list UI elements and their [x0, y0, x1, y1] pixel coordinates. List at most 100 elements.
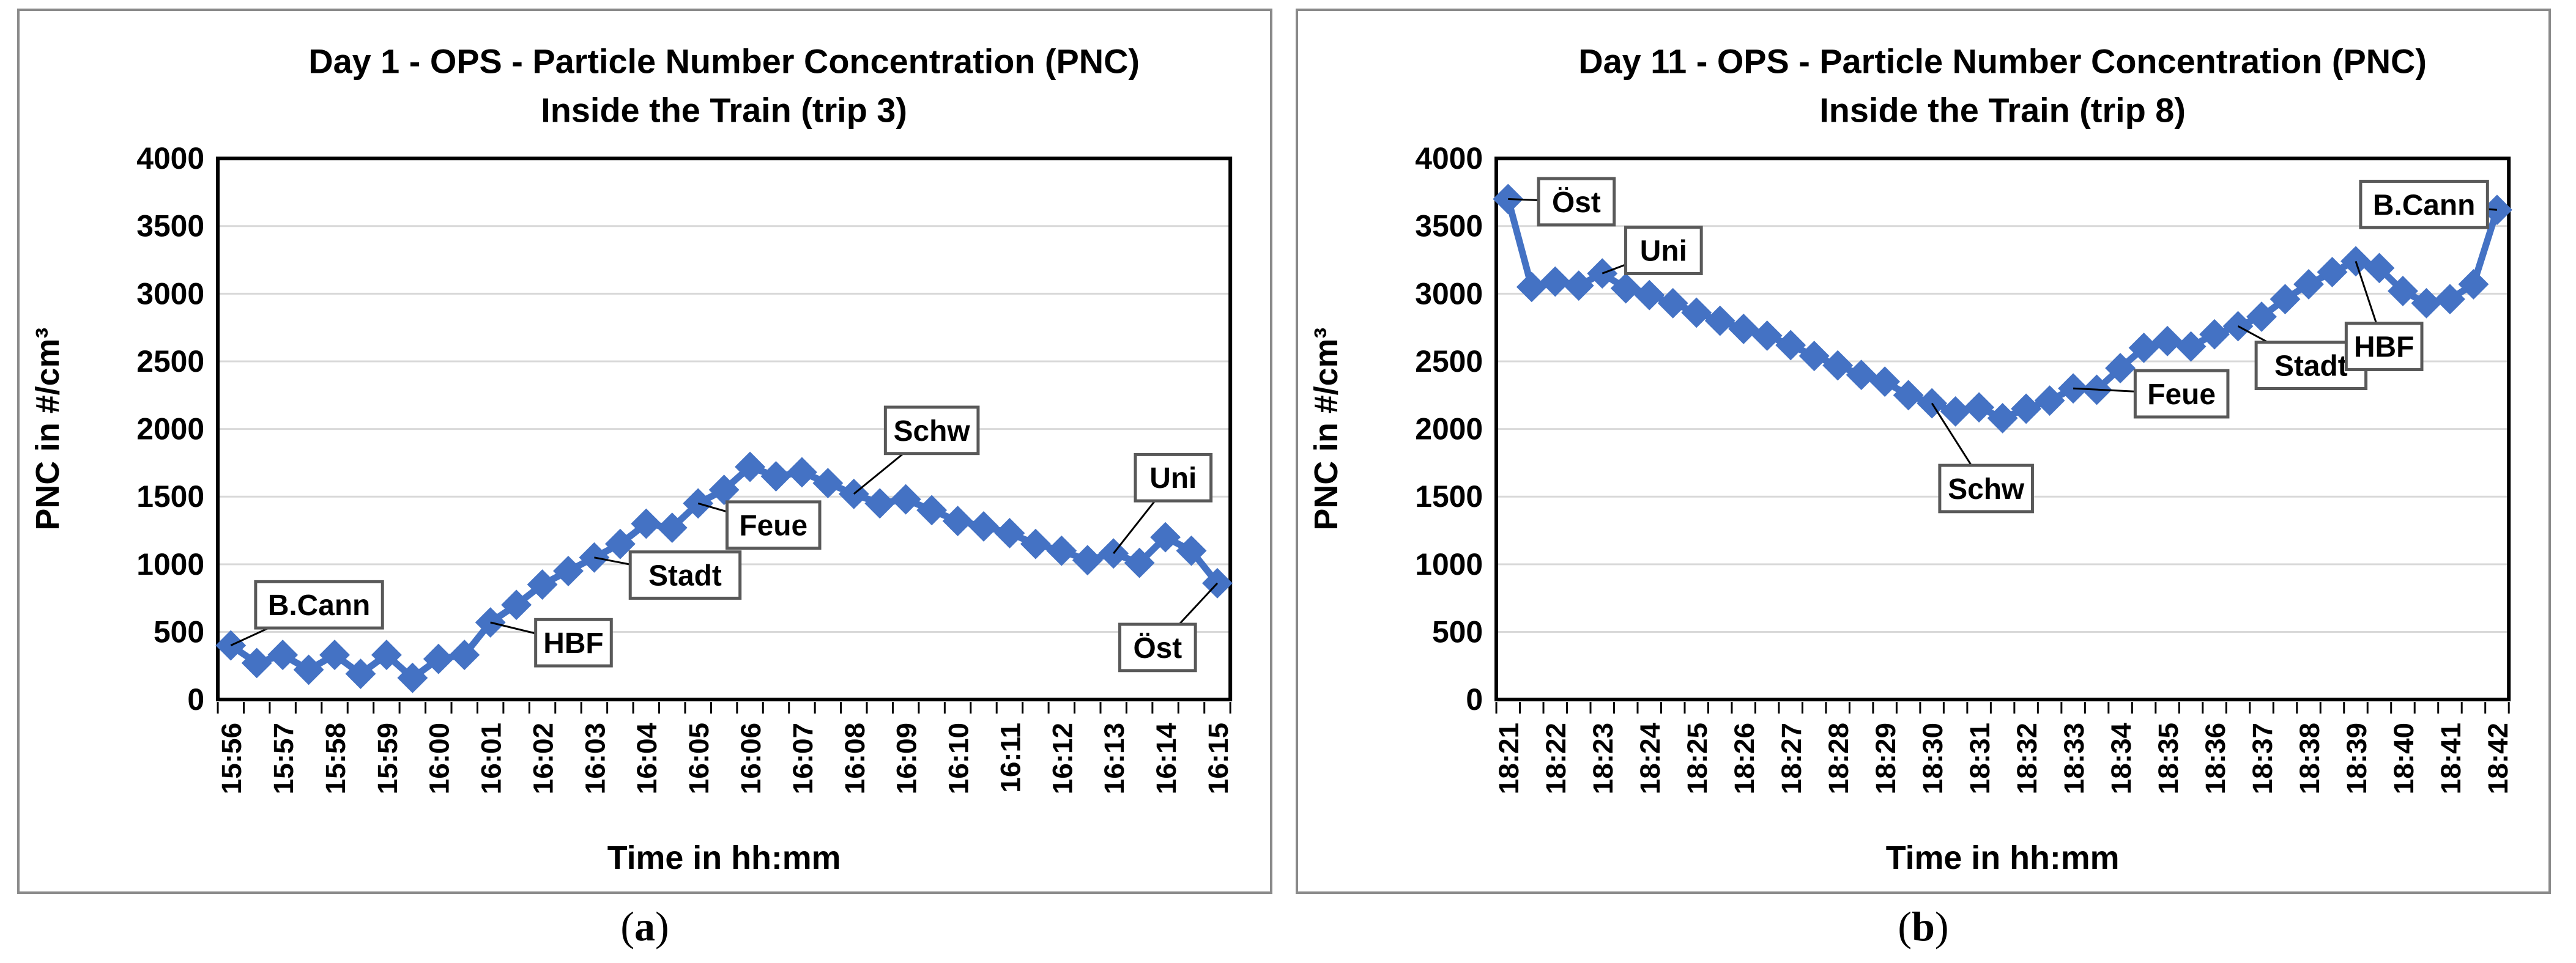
annotation-box [2344, 322, 2424, 372]
station-annotation-Schw: Schw [1931, 402, 2034, 514]
data-point-marker [2435, 284, 2465, 315]
x-axis-title: Time in hh:mm [607, 839, 841, 876]
data-point-marker [2270, 284, 2301, 315]
y-tick-label: 4000 [136, 141, 204, 175]
data-point-marker [2293, 268, 2324, 300]
data-point-marker [864, 488, 896, 519]
x-tick-label: 16:08 [839, 723, 870, 794]
x-tick-label: 16:06 [735, 723, 766, 794]
y-tick-label: 2500 [136, 344, 204, 378]
annotation-label: Feue [739, 510, 807, 542]
x-tick-label: 18:40 [2388, 723, 2419, 794]
y-tick-label: 3500 [136, 209, 204, 243]
y-tick-label: 1000 [1415, 547, 1483, 581]
annotation-label: Schw [1948, 473, 2025, 506]
y-tick-label: 2500 [1415, 344, 1483, 378]
data-point-marker [1516, 271, 1547, 303]
day1-trip3-chart: B.Cann HBF Stadt Feue Schw Uni Öst Day 1 - OPS … [29, 42, 1234, 876]
x-tick-label: 18:28 [1822, 723, 1854, 794]
y-tick-label: 1500 [1415, 479, 1483, 514]
data-point-marker [735, 451, 765, 482]
x-tick-label: 16:13 [1098, 723, 1130, 794]
annotation-label: HBF [543, 627, 603, 660]
x-tick-label: 16:07 [787, 723, 818, 794]
data-point-marker [1072, 545, 1103, 576]
data-point-marker [553, 556, 584, 586]
caption-a-letter: a [634, 903, 655, 950]
annotation-label: Stadt [648, 560, 722, 592]
data-point-marker [2246, 301, 2277, 332]
y-tick-label: 3000 [1415, 276, 1483, 311]
x-tick-label: 18:21 [1493, 723, 1524, 794]
annotation-box [1938, 463, 2034, 514]
caption-b-open: ( [1898, 903, 1912, 950]
data-point-marker [968, 511, 999, 542]
data-point-marker [2128, 332, 2159, 363]
caption-a-open: ( [620, 903, 634, 950]
chart-title-line2: Inside the Train (trip 3) [541, 90, 907, 129]
station-annotation-Feue: Feue [2073, 369, 2230, 419]
caption-a: (a) [17, 902, 1272, 951]
annotation-box [254, 580, 384, 630]
annotation-label: Schw [894, 415, 971, 448]
data-point-marker [1775, 330, 1806, 361]
data-point-marker [1940, 396, 1971, 427]
x-tick-label: 18:41 [2435, 723, 2467, 794]
plot-border [216, 157, 1233, 702]
data-point-marker [267, 640, 299, 670]
caption-b: (b) [1296, 902, 2551, 951]
x-tick-label: 18:22 [1540, 723, 1572, 794]
data-point-marker [2458, 268, 2489, 300]
data-point-marker [1124, 547, 1155, 578]
x-axis-ticks [1495, 702, 2510, 714]
station-annotation-Schw: Schw [853, 405, 980, 495]
x-tick-label: 18:37 [2246, 723, 2278, 794]
x-tick-label: 16:01 [475, 723, 507, 794]
data-point-marker [2317, 257, 2348, 287]
data-point-marker [2364, 253, 2395, 284]
chart-panel-day1-trip3: B.Cann HBF Stadt Feue Schw Uni Öst Day 1 - OPS … [17, 9, 1272, 894]
x-tick-label: 16:03 [579, 723, 611, 794]
y-tick-label: 0 [1466, 682, 1483, 717]
data-point-marker [579, 542, 610, 573]
annotation-label: B.Cann [2373, 189, 2475, 221]
data-point-marker [787, 457, 817, 488]
data-point-marker [1728, 314, 1759, 344]
x-axis-title: Time in hh:mm [1886, 839, 2120, 876]
annotation-label: Uni [1640, 235, 1687, 268]
caption-b-close: ) [1934, 903, 1949, 950]
station-annotation-HBF: HBF [2344, 260, 2424, 372]
data-point-marker [760, 461, 792, 492]
annotation-box [1118, 622, 1197, 673]
data-point-marker [994, 518, 1025, 548]
data-point-marker [604, 528, 636, 559]
annotation-box [883, 405, 980, 456]
x-tick-label: 18:39 [2340, 723, 2372, 794]
x-axis-ticks [217, 702, 1231, 714]
data-point-marker [1893, 380, 1924, 411]
annotation-box [628, 550, 742, 600]
data-point-marker [2105, 353, 2136, 383]
annotation-box [1134, 452, 1213, 503]
x-axis-tick-labels: 18:21 18:22 18:23 18:24 18:25 18:26 18:27 18:28… [1493, 722, 2514, 794]
x-tick-label: 16:00 [423, 723, 455, 794]
data-point-marker [942, 506, 973, 536]
data-point-marker [2152, 325, 2183, 356]
x-tick-label: 15:56 [215, 723, 247, 794]
data-point-marker [1587, 258, 1618, 289]
annotation-box [2359, 180, 2489, 229]
x-tick-label: 16:04 [631, 722, 663, 794]
y-axis-title: PNC in #/cm³ [1308, 328, 1345, 531]
x-tick-label: 16:09 [891, 723, 922, 794]
y-axis-tick-labels: 0 500 1000 1500 2000 2500 3000 3500 4000 [136, 141, 204, 717]
caption-b-letter: b [1912, 903, 1935, 950]
y-tick-label: 2000 [1415, 412, 1483, 446]
x-tick-label: 16:15 [1202, 723, 1234, 794]
x-tick-label: 18:27 [1775, 723, 1807, 794]
x-tick-label: 16:10 [943, 723, 974, 794]
x-axis-tick-labels: 15:56 15:57 15:58 15:59 16:00 16:01 16:02 16:03… [215, 722, 1234, 794]
x-tick-label: 18:24 [1634, 722, 1666, 794]
x-tick-label: 18:32 [2011, 723, 2043, 794]
annotation-label: Öst [1552, 186, 1601, 219]
